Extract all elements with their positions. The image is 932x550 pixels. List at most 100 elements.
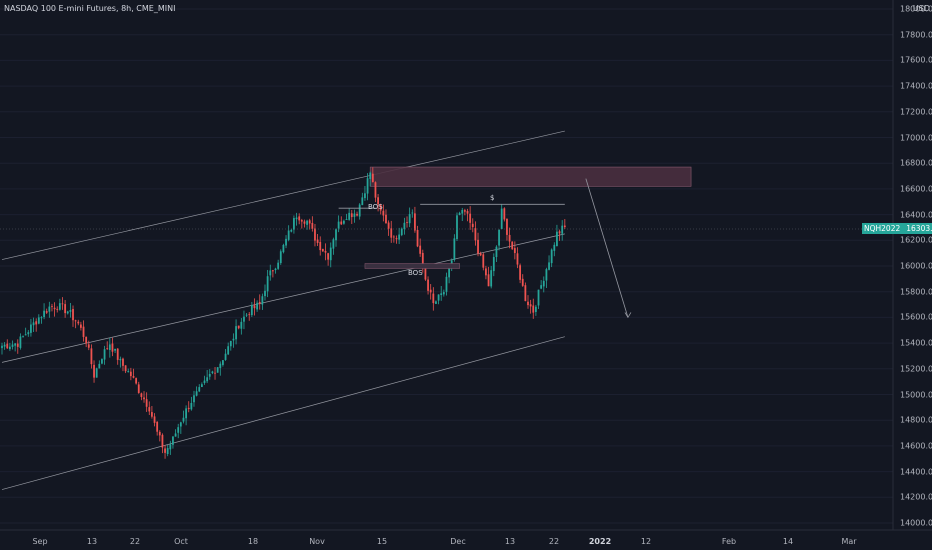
candle-body — [461, 210, 464, 214]
candle-body — [529, 304, 532, 307]
candle-body — [222, 360, 224, 365]
candle-body — [14, 343, 17, 346]
candle-body — [198, 387, 201, 392]
candle-body — [553, 244, 556, 251]
candle-body — [498, 229, 500, 246]
time-tick-label: Nov — [309, 537, 325, 546]
candle-body — [477, 239, 479, 254]
candle-body — [30, 324, 32, 333]
candle-body — [48, 306, 51, 312]
currency-label[interactable]: USD — [912, 4, 930, 13]
price-tick-label: 14400.00 — [900, 467, 932, 477]
candle-body — [37, 317, 40, 324]
candle-body — [390, 228, 393, 238]
candle-body — [250, 304, 253, 316]
candle-body — [377, 197, 379, 205]
candle-body — [519, 265, 522, 280]
candle-body — [511, 241, 514, 250]
candle-body — [253, 305, 256, 309]
candle-body — [111, 343, 114, 352]
candle-body — [340, 221, 343, 225]
candle-body — [282, 244, 285, 253]
candle-body — [361, 197, 364, 206]
candle-body — [490, 270, 493, 287]
candle-body — [153, 416, 156, 423]
candle-body — [19, 336, 22, 348]
candle-body — [106, 348, 109, 349]
candle-body — [516, 253, 519, 265]
candle-body — [93, 364, 95, 378]
time-tick-label: Feb — [721, 537, 737, 546]
supply-zone — [369, 166, 692, 187]
candle-body — [158, 431, 161, 436]
candle-body — [542, 280, 545, 287]
price-tick-label: 15000.00 — [900, 390, 932, 399]
time-tick-label: 18 — [247, 537, 259, 546]
candle-body — [440, 293, 443, 296]
candle-body — [290, 229, 293, 232]
channel-line-upper — [1, 130, 565, 260]
candle-body — [371, 173, 374, 183]
candle-body — [95, 368, 98, 378]
candle-body — [103, 349, 106, 360]
candle-body — [321, 248, 324, 252]
candle-body — [266, 276, 269, 292]
candle-body — [8, 346, 11, 350]
time-tick-label: 13 — [86, 537, 98, 546]
candle-body — [448, 266, 450, 278]
candle-body — [53, 307, 56, 310]
price-tick-label: 16400.00 — [900, 210, 932, 220]
candle-body — [356, 213, 358, 216]
candle-body — [435, 301, 437, 304]
candle-body — [540, 285, 543, 289]
candle-body — [414, 213, 416, 231]
projection-arrowhead — [624, 312, 632, 319]
candle-body — [379, 205, 382, 211]
candle-body — [421, 252, 424, 268]
candle-body — [156, 421, 159, 432]
last-price-badge: NQH2022 16303.00 — [862, 223, 932, 234]
candle-body — [40, 317, 43, 319]
candle-body — [300, 220, 303, 222]
candle-body — [35, 321, 38, 325]
candle-body — [293, 218, 295, 230]
bos-bottom-box — [364, 263, 460, 269]
structure-levels — [338, 203, 565, 269]
time-tick-label: 14 — [782, 537, 794, 546]
candle-body — [558, 231, 561, 234]
time-tick-label: Mar — [841, 537, 857, 546]
candle-body — [469, 213, 472, 223]
candle-body — [429, 289, 432, 293]
candle-body — [279, 251, 282, 264]
candle-body — [124, 365, 127, 372]
candle-body — [534, 306, 537, 312]
candle-body — [398, 234, 401, 240]
candle-body — [237, 325, 240, 329]
candle-body — [403, 222, 406, 230]
candle-body — [319, 241, 322, 251]
price-tick-label: 17000.00 — [900, 133, 932, 142]
candle-body — [137, 384, 140, 393]
candle-body — [335, 229, 337, 241]
projection-line — [585, 178, 629, 318]
chart-title: NASDAQ 100 E-mini Futures, 8h, CME_MINI — [4, 4, 176, 13]
candle-body — [187, 407, 190, 410]
candle-body — [482, 254, 485, 268]
candle-body — [442, 292, 445, 295]
candle-body — [471, 223, 474, 228]
trend-channel — [1, 130, 565, 490]
candle-body — [101, 359, 103, 364]
price-tick-label: 14200.00 — [900, 492, 932, 502]
candle-body — [200, 384, 203, 388]
candle-body — [324, 250, 327, 253]
channel-line-lower — [1, 336, 565, 490]
candle-body — [500, 208, 503, 230]
candle-body — [51, 306, 53, 307]
time-tick-label: 13 — [504, 537, 516, 546]
candle-body — [314, 228, 316, 241]
candle-body — [140, 393, 143, 397]
candle-body — [261, 296, 264, 305]
candle-body — [208, 373, 211, 377]
candle-body — [203, 380, 206, 384]
